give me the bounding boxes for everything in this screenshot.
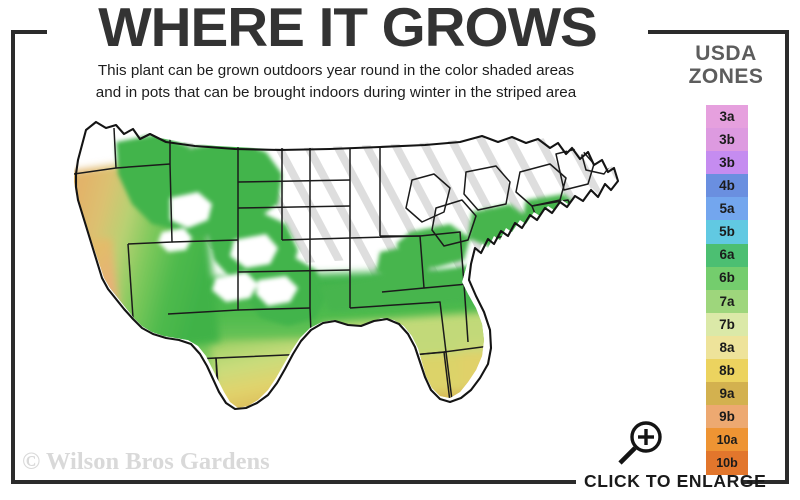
map-container[interactable] <box>20 112 680 472</box>
legend-swatch-9b-13: 9b <box>706 405 748 429</box>
usa-hardiness-map[interactable] <box>20 112 680 472</box>
legend-swatch-label: 6b <box>719 270 735 286</box>
legend-swatch-9a-12: 9a <box>706 382 748 406</box>
frame-border-left <box>11 30 15 484</box>
legend-swatch-5a-4: 5a <box>706 197 748 221</box>
legend-swatch-label: 3b <box>719 131 735 147</box>
legend-swatch-label: 4b <box>719 178 735 194</box>
legend-heading: USDA ZONES <box>664 42 788 88</box>
legend-swatch-label: 8a <box>719 339 735 355</box>
legend-heading-line-1: USDA <box>695 42 757 65</box>
frame-border-right <box>785 30 789 484</box>
legend-swatch-5b-5: 5b <box>706 220 748 244</box>
legend-swatch-10a-14: 10a <box>706 428 748 452</box>
legend-swatch-label: 5a <box>719 201 735 217</box>
frame-border-top-left <box>11 30 47 34</box>
usda-zone-legend: 3a 3b 3b 4b 5a 5b 6a 6b 7a 7b 8a 8b 9a 9b 10a 10b <box>706 105 748 475</box>
legend-swatch-10b-15: 10b <box>706 451 748 475</box>
subtitle-line-2: and in pots that can be brought indoors … <box>95 84 577 101</box>
legend-swatch-label: 10a <box>716 432 738 447</box>
frame-border-top-right <box>648 30 789 34</box>
legend-swatch-label: 5b <box>719 224 735 240</box>
legend-swatch-3a-0: 3a <box>706 105 748 129</box>
unshaded-holes <box>158 192 298 306</box>
click-to-enlarge-label[interactable]: CLICK TO ENLARGE <box>584 471 767 491</box>
legend-swatch-6b-7: 6b <box>706 266 748 290</box>
frame-border-bottom-left <box>11 480 576 484</box>
frame-border-bottom-right <box>742 480 789 484</box>
legend-swatch-4b-3: 4b <box>706 174 748 198</box>
legend-swatch-label: 7b <box>719 316 735 332</box>
legend-swatch-3b-1: 3b <box>706 128 748 152</box>
legend-swatch-8a-10: 8a <box>706 335 748 360</box>
legend-swatch-6a-6: 6a <box>706 243 748 267</box>
legend-swatch-7b-9: 7b <box>706 312 748 336</box>
legend-swatch-7a-8: 7a <box>706 289 748 313</box>
page-title: WHERE IT GROWS <box>98 0 598 58</box>
legend-swatch-label: 3b <box>719 154 735 170</box>
legend-swatch-label: 9b <box>719 409 735 425</box>
legend-swatch-label: 8b <box>719 362 735 378</box>
subtitle-line-1: This plant can be grown outdoors year ro… <box>97 62 575 79</box>
subtitle-text: This plant can be grown outdoors year ro… <box>26 60 646 104</box>
legend-swatch-label: 3a <box>719 108 735 124</box>
magnifier-plus-icon[interactable] <box>614 418 666 468</box>
legend-swatch-8b-11: 8b <box>706 359 748 383</box>
legend-swatch-3b-2: 3b <box>706 151 748 175</box>
legend-swatch-label: 6a <box>719 247 735 263</box>
legend-swatch-label: 7a <box>719 293 735 309</box>
usa-outline-stroke <box>74 120 620 411</box>
legend-swatch-label: 10b <box>716 455 738 470</box>
legend-swatch-label: 9a <box>719 385 735 401</box>
legend-heading-line-2: ZONES <box>688 65 764 88</box>
watermark-text: © Wilson Bros Gardens <box>22 448 270 475</box>
